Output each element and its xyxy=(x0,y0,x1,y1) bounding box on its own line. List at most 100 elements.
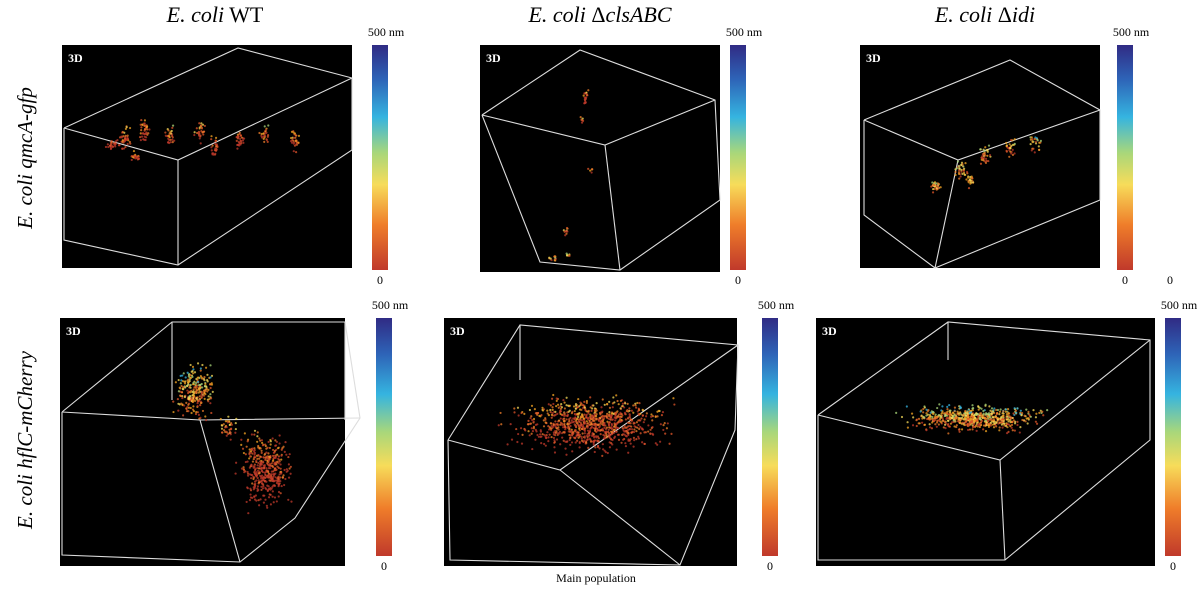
localization xyxy=(956,424,958,426)
localization xyxy=(593,441,595,443)
localization xyxy=(204,385,206,387)
localization xyxy=(253,434,255,436)
localization xyxy=(266,469,268,471)
localization xyxy=(929,423,931,425)
localization xyxy=(558,432,560,434)
localization xyxy=(1041,411,1043,413)
localization xyxy=(999,411,1001,413)
localization xyxy=(272,496,274,498)
localization xyxy=(967,180,969,182)
localization xyxy=(986,421,988,423)
localization xyxy=(1009,425,1011,427)
localization xyxy=(276,465,278,467)
localization xyxy=(245,461,247,463)
localization xyxy=(581,440,583,442)
localization xyxy=(958,418,960,420)
localization xyxy=(601,455,603,457)
localization xyxy=(569,444,571,446)
localization xyxy=(556,427,558,429)
localization xyxy=(280,468,282,470)
localization xyxy=(969,183,971,185)
localization xyxy=(554,451,556,453)
localization xyxy=(239,143,241,145)
localization xyxy=(1008,412,1010,414)
localization xyxy=(940,415,942,417)
scale-label: 0 xyxy=(377,273,383,287)
localization xyxy=(171,130,173,132)
localization xyxy=(262,456,264,458)
localization xyxy=(968,409,970,411)
localization xyxy=(198,414,200,416)
localization xyxy=(212,145,214,147)
localization xyxy=(963,168,965,170)
localization xyxy=(123,147,125,149)
localization xyxy=(967,425,969,427)
localization xyxy=(237,135,239,137)
localization xyxy=(282,477,284,479)
localization xyxy=(565,454,567,456)
localization xyxy=(295,135,297,137)
localization xyxy=(287,456,289,458)
localization xyxy=(200,142,202,144)
localization xyxy=(1002,410,1004,412)
localization xyxy=(572,417,574,419)
localization xyxy=(199,384,201,386)
localization xyxy=(615,413,617,415)
localization xyxy=(661,414,663,416)
localization xyxy=(569,437,571,439)
localization xyxy=(564,231,566,233)
localization xyxy=(510,423,512,425)
localization xyxy=(992,411,994,413)
panels: 3D500 nm03D500 nm03D500 nm03D500 nm03D50… xyxy=(60,25,1198,573)
localization xyxy=(111,145,113,147)
localization xyxy=(638,428,640,430)
localization xyxy=(193,395,195,397)
localization xyxy=(1012,417,1014,419)
localization xyxy=(548,414,550,416)
localization xyxy=(922,411,924,413)
localization xyxy=(556,400,558,402)
localization xyxy=(254,469,256,471)
localization xyxy=(963,414,965,416)
localization xyxy=(269,447,271,449)
localization xyxy=(593,436,595,438)
localization xyxy=(258,458,260,460)
localization xyxy=(1021,419,1023,421)
localization xyxy=(277,481,279,483)
localization xyxy=(517,407,519,409)
localization xyxy=(127,134,129,136)
localization xyxy=(539,433,541,435)
localization xyxy=(268,496,270,498)
localization xyxy=(267,124,269,126)
localization xyxy=(257,464,259,466)
localization xyxy=(269,489,271,491)
localization xyxy=(931,416,933,418)
localization xyxy=(288,477,290,479)
localization xyxy=(254,463,256,465)
localization xyxy=(536,434,538,436)
localization xyxy=(604,432,606,434)
localization xyxy=(959,422,961,424)
localization xyxy=(172,141,174,143)
localization xyxy=(577,437,579,439)
localization xyxy=(295,151,297,153)
localization xyxy=(114,144,116,146)
localization xyxy=(635,407,637,409)
localization xyxy=(234,432,236,434)
localization xyxy=(180,395,182,397)
localization xyxy=(618,439,620,441)
scale-label: 0 xyxy=(767,559,773,573)
localization xyxy=(566,418,568,420)
localization xyxy=(1001,412,1003,414)
localization xyxy=(506,443,508,445)
localization xyxy=(625,435,627,437)
localization xyxy=(1036,423,1038,425)
localization xyxy=(982,410,984,412)
localization xyxy=(586,425,588,427)
localization xyxy=(574,417,576,419)
localization xyxy=(997,418,999,420)
localization xyxy=(600,411,602,413)
localization xyxy=(612,406,614,408)
localization xyxy=(560,408,562,410)
localization xyxy=(548,257,550,259)
